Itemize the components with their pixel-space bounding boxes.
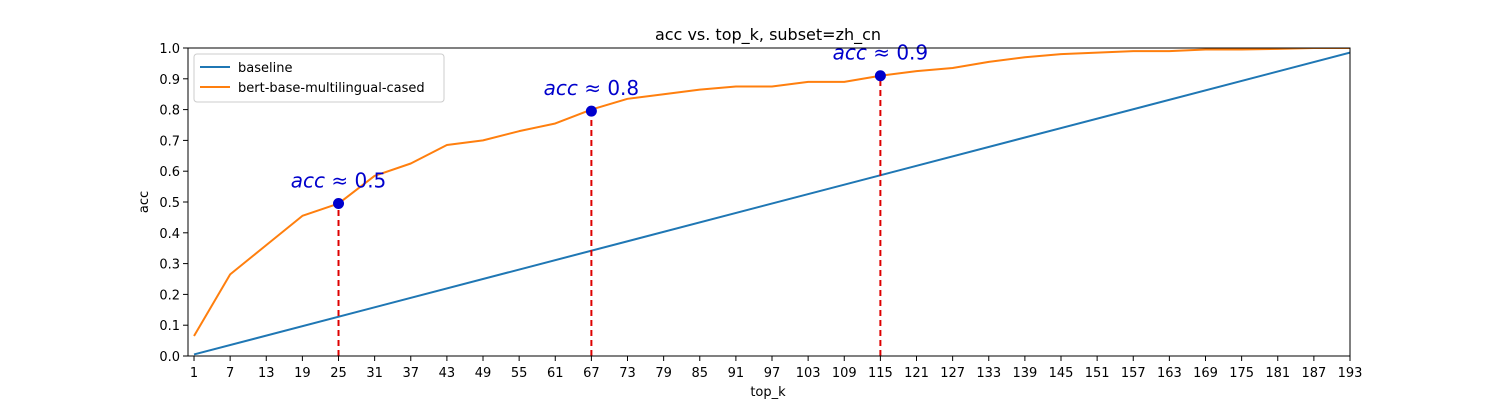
- x-tick-label: 43: [439, 366, 456, 381]
- x-tick-label: 67: [583, 366, 600, 381]
- x-tick-label: 25: [330, 366, 347, 381]
- x-tick-label: 79: [655, 366, 672, 381]
- x-tick-label: 13: [258, 366, 275, 381]
- marker-2: [585, 105, 597, 117]
- x-tick-label: 109: [832, 366, 857, 381]
- x-tick-label: 169: [1193, 366, 1218, 381]
- y-tick-label: 0.4: [159, 227, 180, 242]
- x-tick-label: 139: [1012, 366, 1037, 381]
- x-tick-label: 193: [1338, 366, 1363, 381]
- x-tick-label: 175: [1229, 366, 1254, 381]
- annotation-1: acc ≈ 0.5: [291, 169, 387, 193]
- x-tick-label: 1: [190, 366, 198, 381]
- x-tick-label: 151: [1085, 366, 1110, 381]
- series-group: [193, 48, 1350, 356]
- legend-entry: baseline: [238, 61, 292, 76]
- x-tick-label: 115: [868, 366, 893, 381]
- x-tick-label: 187: [1301, 366, 1326, 381]
- x-tick-label: 37: [402, 366, 419, 381]
- y-tick-label: 0.3: [159, 258, 180, 273]
- x-tick-label: 181: [1265, 366, 1290, 381]
- annotation-value: ≈ 0.8: [578, 76, 639, 100]
- x-tick-label: 157: [1121, 366, 1146, 381]
- y-tick-label: 1.0: [159, 42, 180, 57]
- x-tick-label: 163: [1157, 366, 1182, 381]
- x-tick-label: 121: [904, 366, 929, 381]
- annotation-2: acc ≈ 0.8: [544, 76, 640, 100]
- x-tick-label: 145: [1049, 366, 1074, 381]
- y-tick-label: 0.0: [159, 350, 180, 365]
- x-tick-label: 85: [691, 366, 708, 381]
- y-axis-label: acc: [137, 191, 152, 213]
- x-axis-label: top_k: [750, 385, 786, 400]
- x-tick-label: 97: [764, 366, 781, 381]
- y-tick-label: 0.8: [159, 104, 180, 119]
- legend: baseline bert-base-multilingual-cased: [193, 53, 445, 103]
- x-tick-label: 31: [366, 366, 383, 381]
- annotation-value: ≈ 0.9: [867, 41, 928, 65]
- x-tick-label: 49: [475, 366, 492, 381]
- annotation-var: acc: [833, 41, 867, 65]
- y-tick-label: 0.7: [159, 134, 180, 149]
- x-tick-label: 7: [226, 366, 234, 381]
- chart-title: acc vs. top_k, subset=zh_cn: [655, 25, 881, 45]
- y-tick-label: 0.5: [159, 196, 180, 211]
- bert-line: [193, 48, 1350, 337]
- y-tick-label: 0.6: [159, 165, 180, 180]
- y-tick-label: 0.1: [159, 319, 180, 334]
- x-tick-label: 91: [728, 366, 745, 381]
- y-tick-label: 0.2: [159, 288, 180, 303]
- marker-1: [333, 198, 345, 210]
- x-tick-label: 61: [547, 366, 564, 381]
- annotation-var: acc: [544, 76, 578, 100]
- x-tick-label: 73: [619, 366, 636, 381]
- x-tick-label: 19: [294, 366, 311, 381]
- annotation-var: acc: [291, 169, 325, 193]
- y-tick-label: 0.9: [159, 73, 180, 88]
- x-tick-label: 133: [976, 366, 1001, 381]
- x-tick-label: 55: [511, 366, 528, 381]
- baseline-line: [193, 51, 1350, 356]
- legend-box: [193, 53, 445, 103]
- x-tick-label: 103: [796, 366, 821, 381]
- marker-3: [874, 70, 886, 82]
- annotation-3: acc ≈ 0.9: [833, 41, 929, 65]
- x-tick-label: 127: [940, 366, 965, 381]
- legend-entry: bert-base-multilingual-cased: [238, 81, 425, 96]
- annotation-value: ≈ 0.5: [325, 169, 386, 193]
